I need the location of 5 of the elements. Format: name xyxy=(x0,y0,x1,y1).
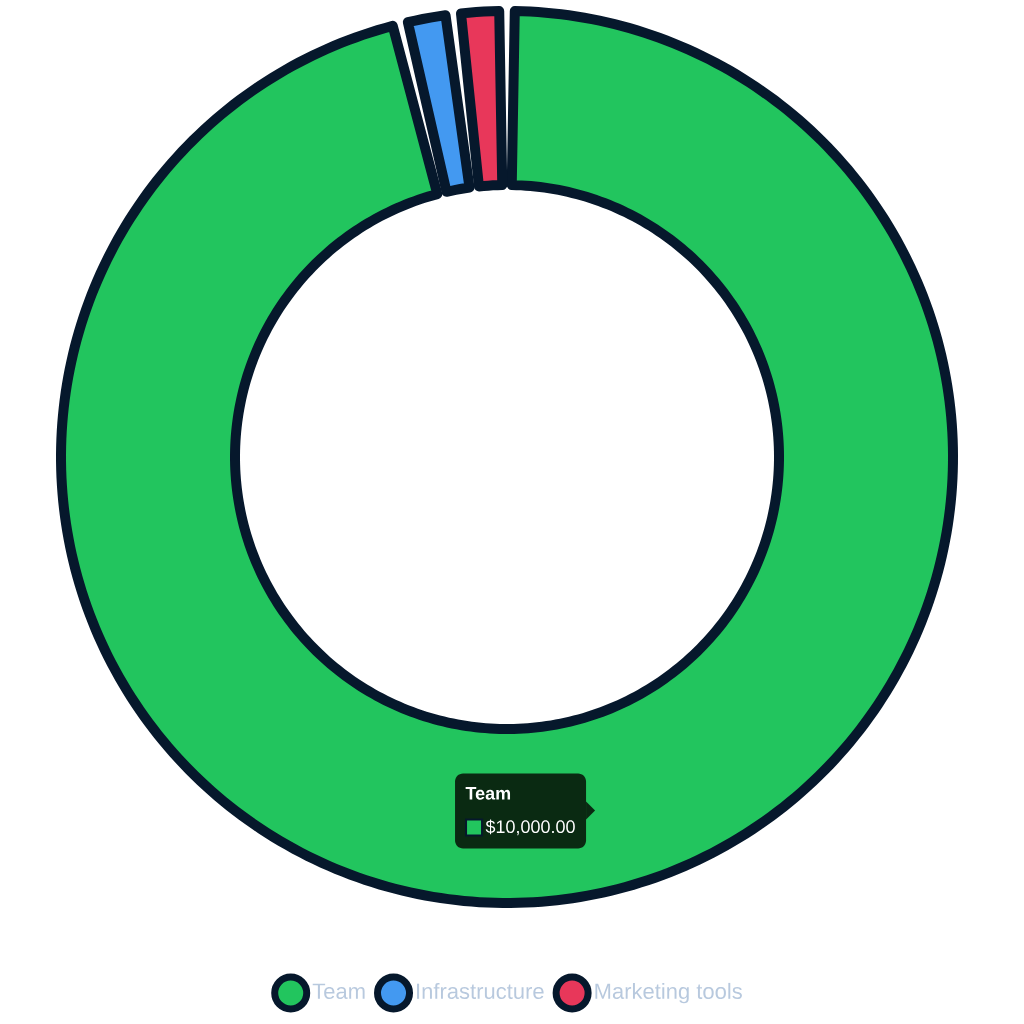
legend-label: Infrastructure xyxy=(417,982,544,1000)
slice-label: Team xyxy=(465,787,511,800)
legend-label: Team xyxy=(312,983,365,1000)
legend-label: Marketing tools xyxy=(595,982,742,1004)
data-label: $10,000.00 xyxy=(485,819,575,836)
